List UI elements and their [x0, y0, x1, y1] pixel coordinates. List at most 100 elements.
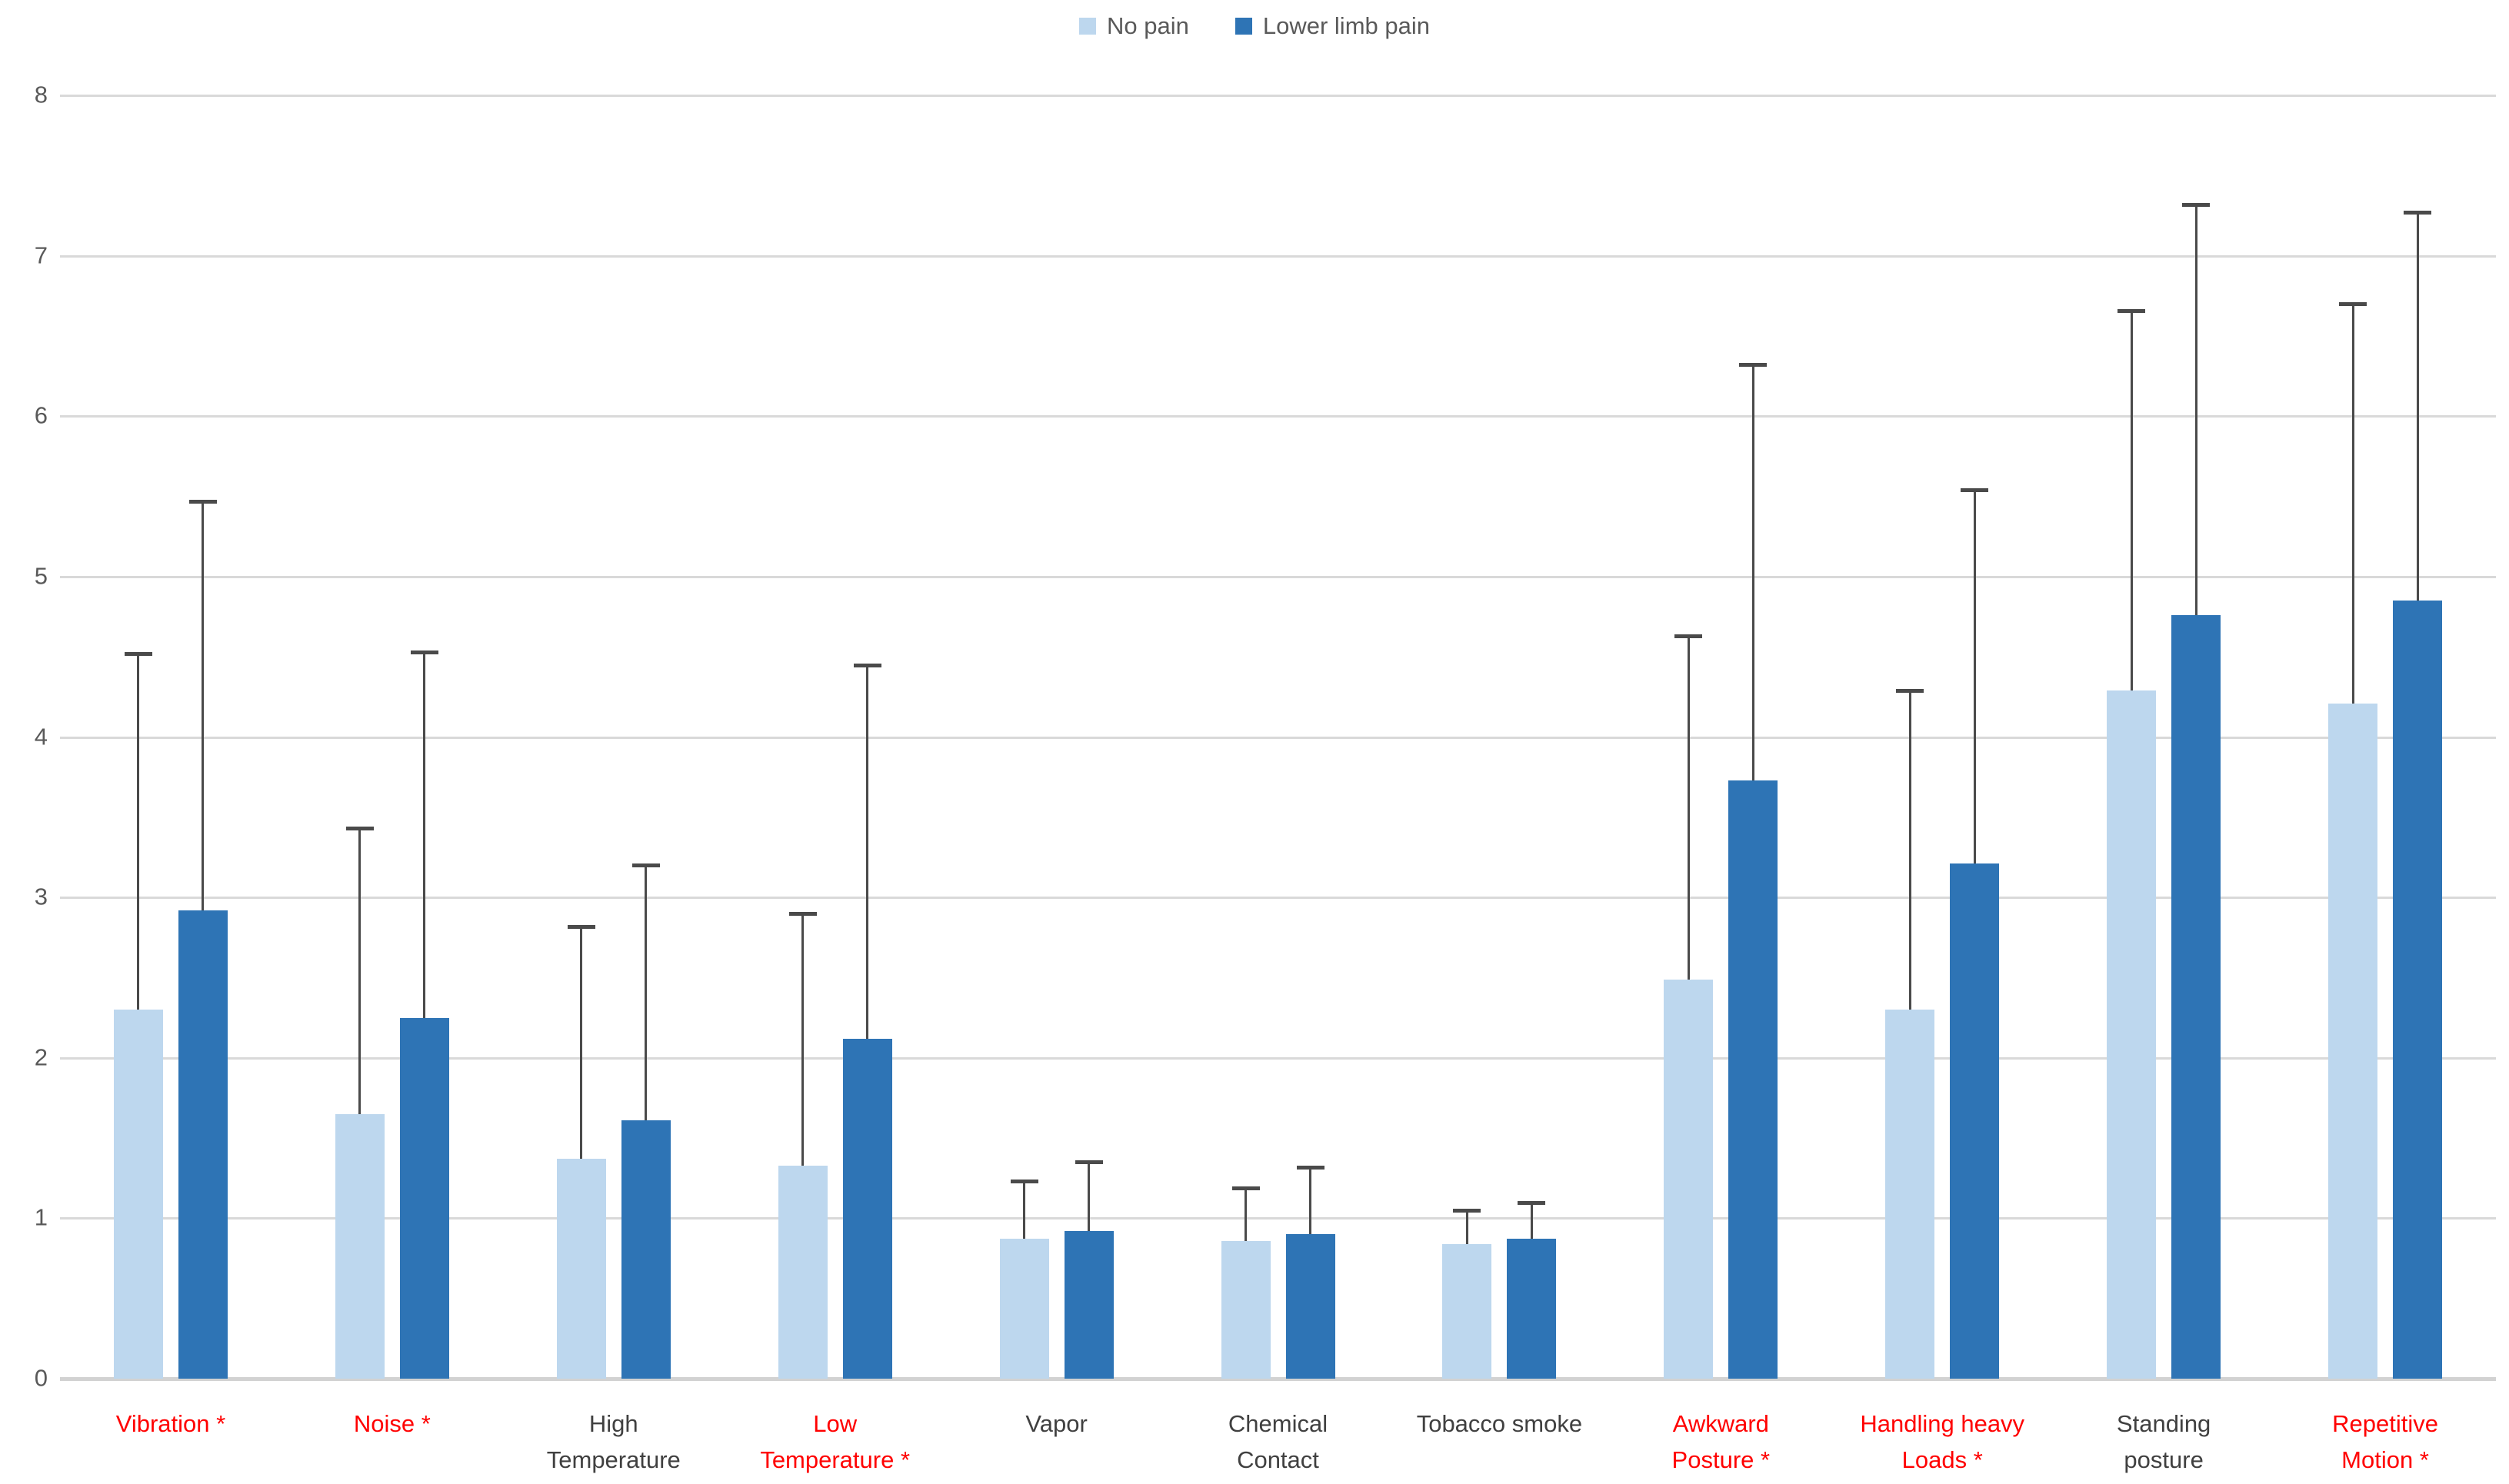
error-bar-line: [1973, 490, 1976, 864]
error-bar-line: [1751, 364, 1754, 780]
bar-no-pain: [113, 1010, 163, 1379]
bar-no-pain: [335, 1113, 385, 1379]
error-bar-cap: [2339, 302, 2367, 307]
category-label: Vapor: [946, 1406, 1168, 1442]
bar-lower-limb-pain: [178, 910, 228, 1379]
error-bar-line: [2130, 310, 2133, 690]
category-label: Awkward Posture *: [1610, 1406, 1831, 1478]
category-label-line: Temperature: [546, 1446, 681, 1473]
error-bar-line: [1088, 1162, 1091, 1232]
error-bar-cap: [853, 663, 881, 667]
bar-lower-limb-pain: [842, 1038, 892, 1379]
gridline: [60, 736, 2496, 739]
gridline: [60, 95, 2496, 97]
error-bar-cap: [2182, 202, 2211, 207]
error-bar-line: [1023, 1181, 1026, 1239]
bar-lower-limb-pain: [1507, 1239, 1557, 1379]
category-label-line: Motion *: [2341, 1446, 2429, 1473]
category-label: Repetitive Motion *: [2274, 1406, 2496, 1478]
error-bar-line: [1530, 1202, 1533, 1239]
category-label-line: High: [588, 1410, 638, 1437]
gridline: [60, 897, 2496, 900]
legend-swatch-icon: [1079, 18, 1097, 35]
bar-lower-limb-pain: [1064, 1231, 1114, 1379]
legend-swatch-icon: [1235, 18, 1252, 35]
y-axis-tick-label: 7: [34, 241, 48, 268]
category-label: Standing posture: [2053, 1406, 2274, 1478]
category-label: High Temperature: [503, 1406, 725, 1478]
error-bar-cap: [1961, 488, 1989, 493]
error-bar-line: [645, 865, 648, 1121]
category-label: Chemical Contact: [1168, 1406, 1389, 1478]
category-label: Noise *: [282, 1406, 503, 1442]
error-bar-line: [1465, 1209, 1468, 1244]
error-bar-cap: [2117, 308, 2146, 313]
y-axis-tick-label: 5: [34, 562, 48, 590]
y-axis-tick-label: 4: [34, 722, 48, 750]
error-bar-line: [580, 926, 583, 1160]
category-label-line: Low: [813, 1410, 858, 1437]
legend-label: No pain: [1107, 12, 1189, 39]
gridline: [60, 1217, 2496, 1220]
error-bar-cap: [1075, 1160, 1103, 1165]
error-bar-line: [202, 501, 205, 910]
category-label-line: Temperature *: [760, 1446, 911, 1473]
error-bar-cap: [567, 924, 595, 929]
bar-no-pain: [1221, 1240, 1271, 1379]
bar-lower-limb-pain: [621, 1120, 671, 1379]
error-bar-cap: [410, 650, 438, 654]
category-label-line: Standing: [2116, 1410, 2211, 1437]
category-label-line: Vibration *: [115, 1410, 226, 1437]
error-bar-line: [1908, 690, 1911, 1010]
error-bar-cap: [2404, 211, 2432, 215]
error-bar-line: [1245, 1187, 1247, 1241]
category-label-line: Chemical: [1228, 1410, 1328, 1437]
bar-no-pain: [1664, 979, 1714, 1379]
error-bar-cap: [1896, 688, 1924, 693]
error-bar-line: [866, 664, 869, 1039]
category-label-line: Handling heavy: [1860, 1410, 2025, 1437]
gridline: [60, 415, 2496, 418]
error-bar-cap: [1739, 363, 1768, 368]
category-label: Tobacco smoke: [1388, 1406, 1610, 1442]
bar-no-pain: [778, 1165, 828, 1379]
error-bar-cap: [1674, 634, 1703, 639]
error-bar-cap: [1231, 1186, 1260, 1190]
x-axis-line: [60, 1377, 2496, 1381]
legend-label: Lower limb pain: [1262, 12, 1430, 39]
error-bar-line: [1309, 1166, 1311, 1235]
y-axis-tick-label: 2: [34, 1043, 48, 1071]
bar-no-pain: [1442, 1243, 1492, 1379]
bar-lower-limb-pain: [1950, 863, 2000, 1379]
error-bar-cap: [631, 863, 660, 868]
bar-lower-limb-pain: [399, 1017, 449, 1379]
category-label-line: Contact: [1237, 1446, 1319, 1473]
bar-lower-limb-pain: [2393, 601, 2443, 1379]
y-axis-tick-label: 6: [34, 401, 48, 429]
category-label-line: Awkward: [1672, 1410, 1769, 1437]
error-bar-cap: [788, 911, 817, 916]
error-bar-line: [137, 654, 140, 1010]
category-label-line: Repetitive: [2332, 1410, 2438, 1437]
y-axis-tick-label: 0: [34, 1364, 48, 1392]
bar-lower-limb-pain: [1728, 780, 1778, 1379]
bar-no-pain: [1885, 1010, 1935, 1379]
error-bar-cap: [1453, 1208, 1481, 1213]
y-axis-tick-label: 3: [34, 883, 48, 910]
category-label-line: Tobacco smoke: [1416, 1410, 1583, 1437]
error-bar-line: [2416, 212, 2419, 601]
error-bar-line: [2351, 304, 2354, 704]
category-label: Low Temperature *: [725, 1406, 946, 1478]
legend-item: No pain: [1079, 12, 1189, 40]
error-bar-line: [358, 828, 362, 1114]
error-bar-cap: [124, 652, 152, 656]
category-label: Vibration *: [60, 1406, 282, 1442]
bar-no-pain: [556, 1159, 606, 1379]
error-bar-cap: [1296, 1165, 1324, 1170]
bar-lower-limb-pain: [1285, 1234, 1335, 1379]
error-bar-line: [423, 651, 426, 1018]
category-label: Handling heavy Loads *: [1831, 1406, 2053, 1478]
gridline: [60, 255, 2496, 258]
category-label-line: Loads *: [1901, 1446, 1983, 1473]
